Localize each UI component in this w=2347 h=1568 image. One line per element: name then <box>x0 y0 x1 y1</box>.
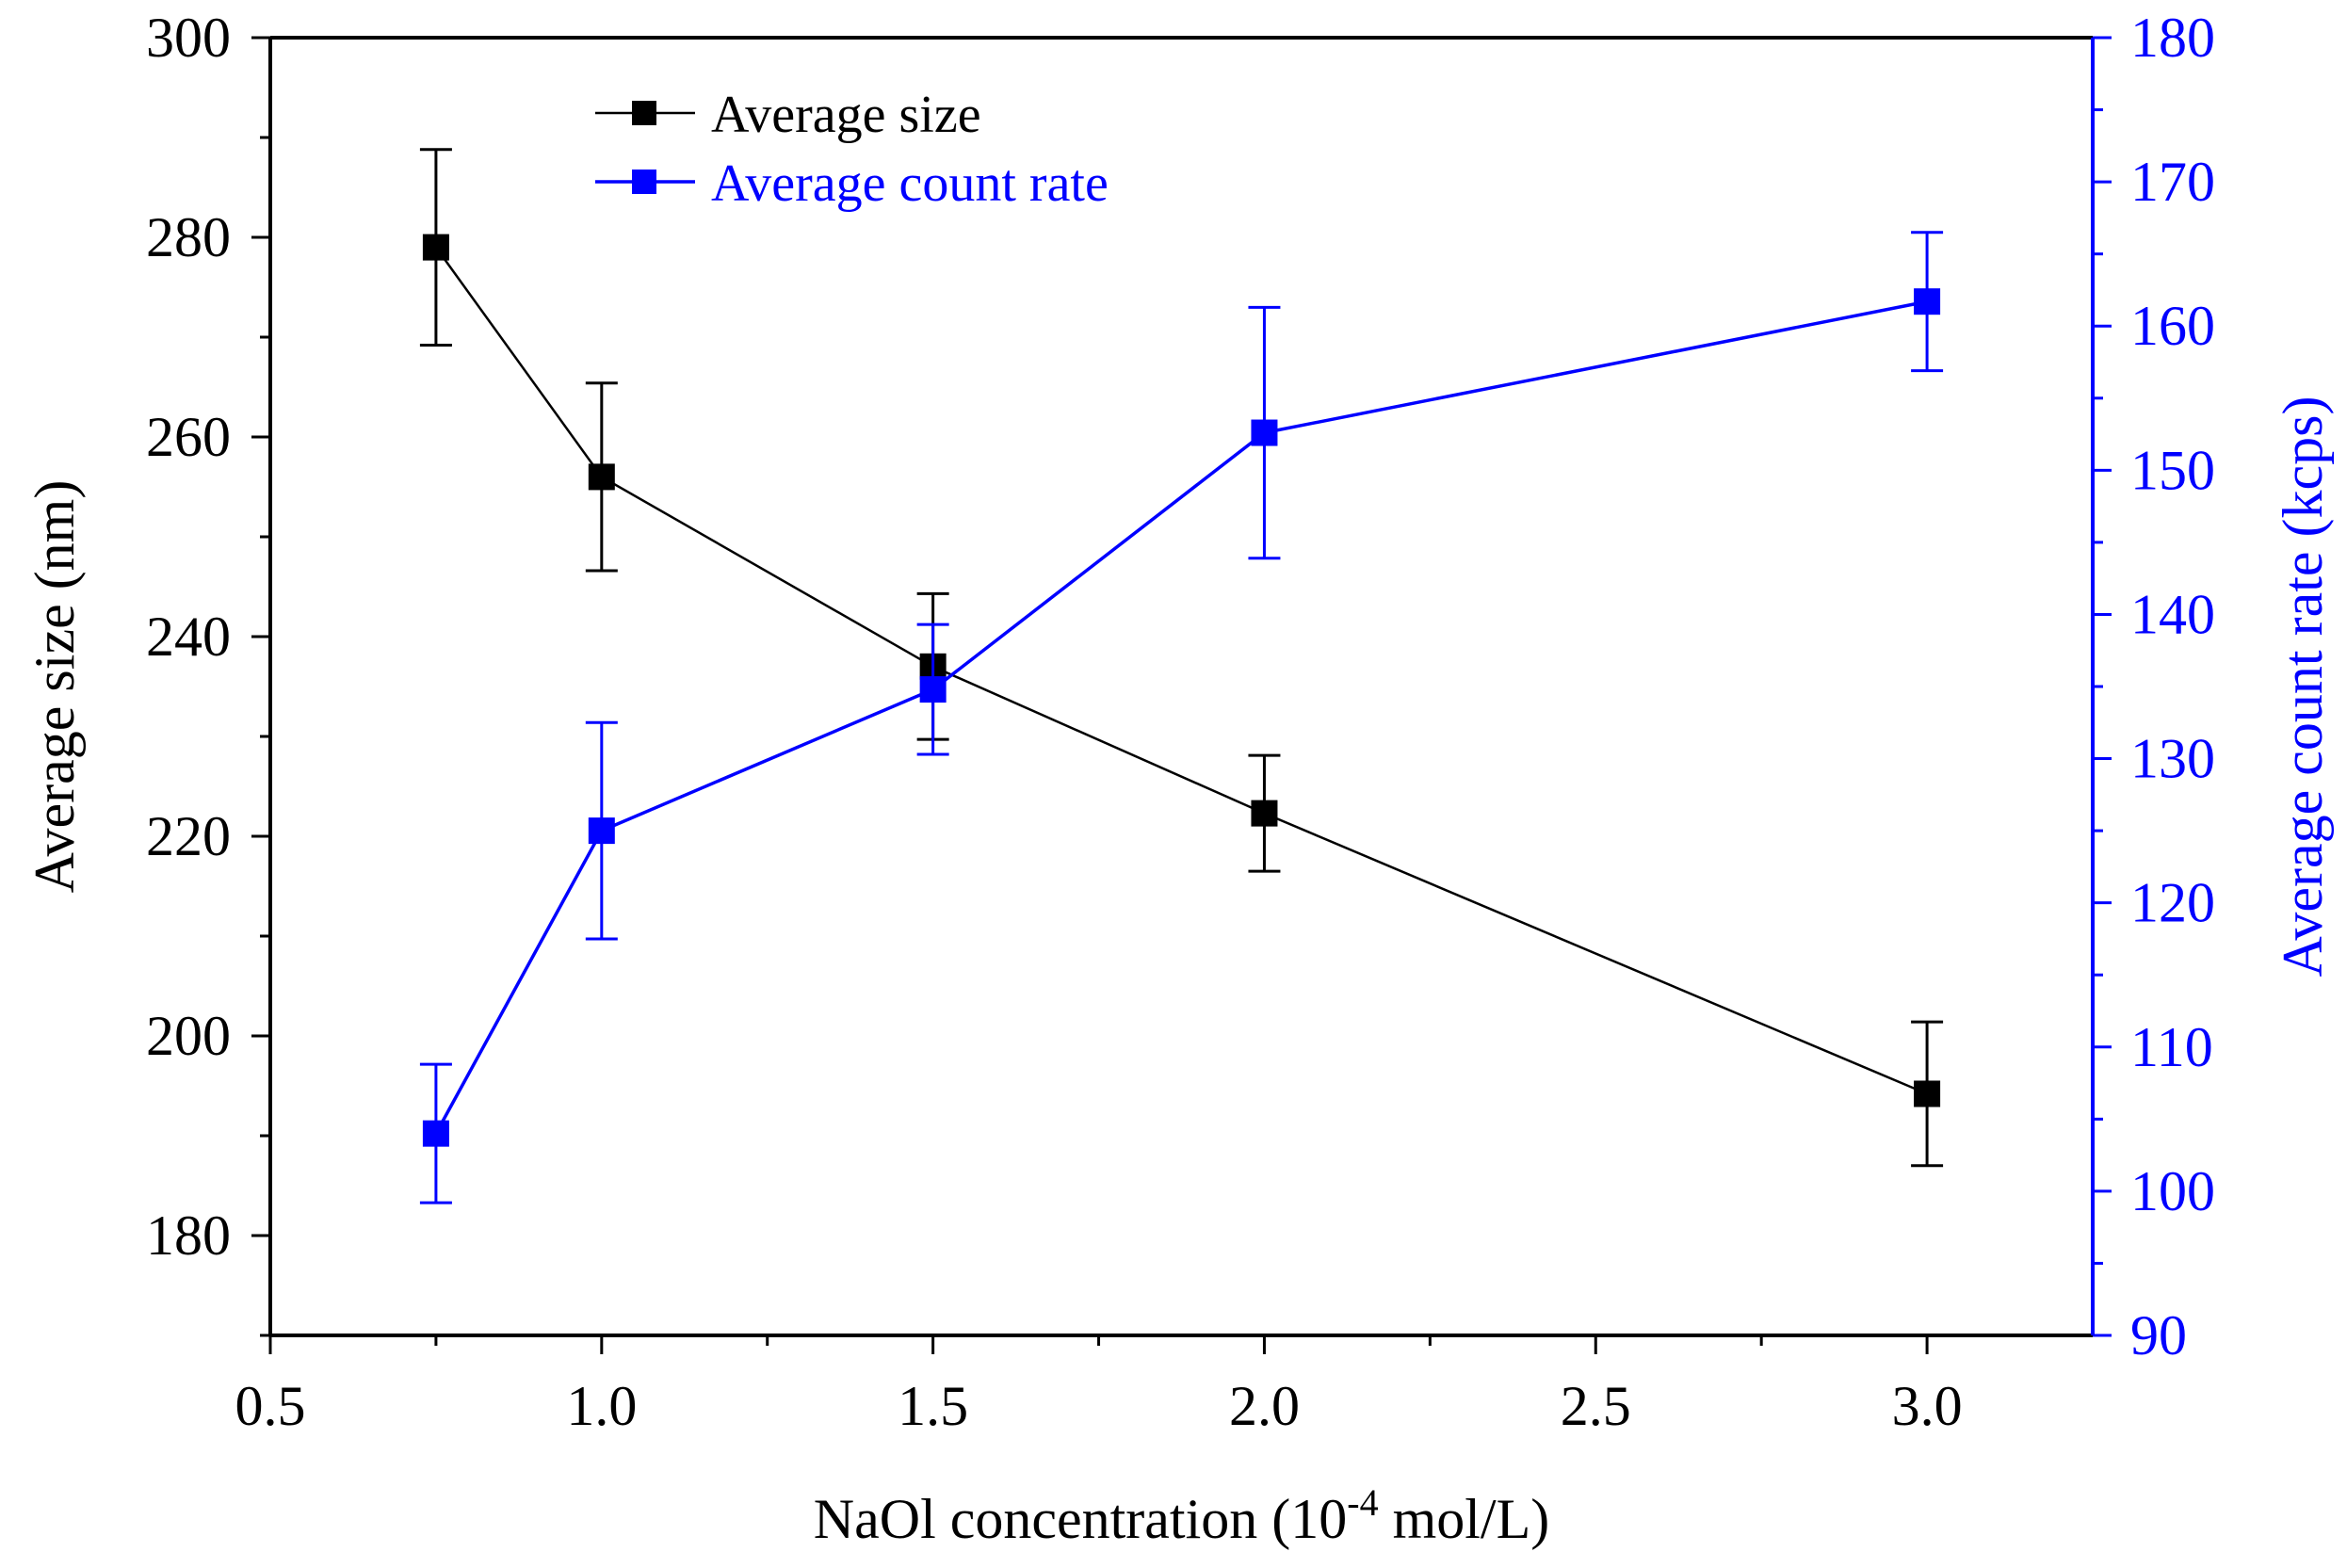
average-size-point <box>1251 800 1278 827</box>
series-layer <box>419 148 1944 1204</box>
x-axis-title-main: NaOl concentration (10 <box>814 1488 1347 1550</box>
average-size-point <box>422 234 449 261</box>
x-axis-title-superscript: -4 <box>1347 1481 1378 1524</box>
y2-tick-label: 90 <box>2130 1304 2187 1366</box>
average-size-series <box>419 148 1944 1168</box>
average-count-rate-point <box>1251 419 1278 446</box>
x-tick-label: 3.0 <box>1892 1375 1963 1437</box>
y-tick-label: 180 <box>146 1204 231 1267</box>
y-tick-label: 240 <box>146 606 231 668</box>
y2-axis-title: Average count rate (kcps) <box>2272 396 2334 978</box>
y2-tick-label: 130 <box>2130 728 2215 790</box>
legend-average-size-label: Average size <box>711 86 981 144</box>
x-axis-title: NaOl concentration (10-4 mol/L) <box>814 1481 1549 1550</box>
average-count-rate-line <box>434 299 1928 1135</box>
y-axis-title: Average size (nm) <box>24 480 86 894</box>
legend: Average size Average count rate <box>595 86 1109 213</box>
y-tick-label: 200 <box>146 1005 231 1067</box>
y-tick-label: 280 <box>146 206 231 268</box>
axes: 0.5 1.0 1.5 2.0 2.5 3.0 180 200 220 240 260 280 300 9… <box>146 7 2215 1437</box>
y-tick-label: 220 <box>146 805 231 867</box>
average-count-rate-point <box>1914 288 1941 315</box>
average-count-rate-series <box>419 231 1944 1204</box>
x-tick-label: 0.5 <box>235 1375 306 1437</box>
y-tick-label: 260 <box>146 406 231 468</box>
y2-tick-label: 140 <box>2130 583 2215 645</box>
legend-average-count-rate-marker <box>632 170 656 194</box>
legend-average-count-rate-label: Average count rate <box>711 154 1109 213</box>
x-tick-label: 1.5 <box>898 1375 968 1437</box>
y2-tick-label: 110 <box>2130 1016 2213 1078</box>
y2-tick-label: 180 <box>2130 7 2215 69</box>
x-tick-label: 1.0 <box>566 1375 637 1437</box>
y2-tick-label: 170 <box>2130 151 2215 213</box>
average-count-rate-point <box>422 1120 449 1147</box>
y2-tick-label: 100 <box>2130 1160 2215 1222</box>
average-count-rate-point <box>919 676 947 703</box>
average-size-point <box>1914 1080 1941 1107</box>
average-size-line <box>434 246 1928 1095</box>
x-tick-label: 2.0 <box>1229 1375 1300 1437</box>
x-tick-label: 2.5 <box>1561 1375 1631 1437</box>
legend-average-size-marker <box>632 101 656 125</box>
y-tick-label: 300 <box>146 7 231 69</box>
x-axis-title-suffix: mol/L) <box>1379 1488 1550 1550</box>
average-count-rate-point <box>588 817 615 845</box>
y2-tick-label: 160 <box>2130 295 2215 357</box>
y2-tick-label: 120 <box>2130 872 2215 934</box>
y2-tick-label: 150 <box>2130 439 2215 501</box>
average-size-point <box>588 463 615 491</box>
